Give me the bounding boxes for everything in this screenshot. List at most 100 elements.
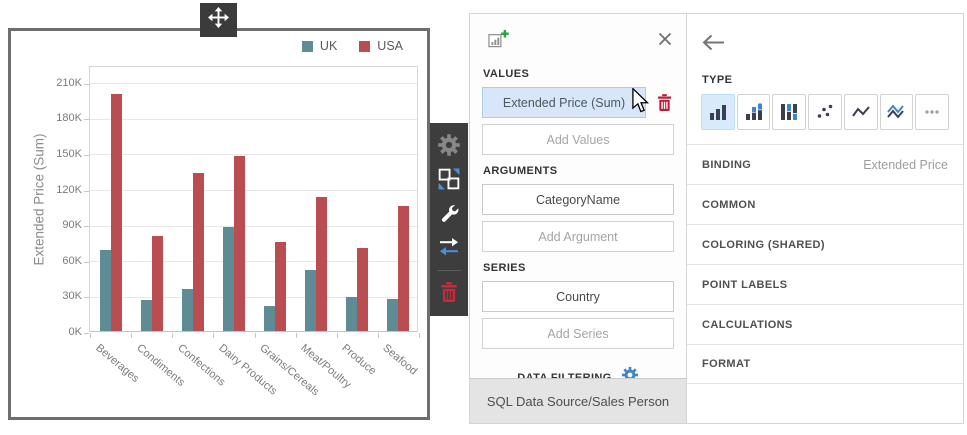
legend-swatch [301, 40, 313, 52]
delete-trash-icon[interactable] [434, 277, 464, 307]
options-pane: TYPE [686, 13, 964, 424]
remove-value-trash-icon[interactable] [654, 94, 674, 111]
option-row-binding[interactable]: BINDING Extended Price [687, 144, 963, 184]
values-section-label: VALUES [483, 68, 530, 80]
x-tick-mark [131, 333, 133, 338]
y-tick-150k: 150K [56, 147, 82, 160]
legend-swatch [359, 40, 371, 52]
y-tick-mark [84, 119, 89, 121]
y-tick-mark [84, 297, 89, 299]
option-row-calculations[interactable]: CALCULATIONS [687, 304, 963, 344]
bar-uk-dairy-products[interactable] [222, 226, 234, 331]
y-tick-90k: 90K [62, 219, 82, 232]
value-chip-extended-price[interactable]: Extended Price (Sum) [482, 87, 646, 118]
argument-chip-categoryname[interactable]: CategoryName [482, 184, 674, 215]
gridline-210k [90, 83, 417, 85]
option-rows: BINDING Extended Price COMMON COLORING (… [687, 144, 963, 384]
move-handle[interactable] [200, 3, 237, 37]
bar-uk-condiments[interactable] [140, 300, 152, 331]
bar-usa-seafood[interactable] [398, 206, 410, 331]
toolbar-divider [437, 270, 461, 271]
x-tick-mark [336, 333, 338, 338]
add-values-button[interactable]: Add Values [482, 124, 674, 155]
gridline-60k [90, 261, 417, 263]
y-tick-30k: 30K [62, 290, 82, 303]
bar-usa-meat-poultry[interactable] [316, 196, 328, 331]
y-tick-mark [84, 83, 89, 85]
option-row-coloring[interactable]: COLORING (SHARED) [687, 224, 963, 264]
x-label-seafood: Seafood [380, 342, 420, 378]
y-tick-mark [84, 154, 89, 156]
bar-usa-produce[interactable] [357, 247, 369, 331]
bar-uk-beverages[interactable] [99, 250, 111, 331]
y-tick-180k: 180K [56, 112, 82, 125]
bar-uk-confections[interactable] [181, 289, 193, 331]
chart-type-line[interactable] [843, 94, 878, 130]
option-row-format[interactable]: FORMAT [687, 344, 963, 384]
convert-item-icon[interactable] [434, 164, 464, 194]
bar-usa-condiments[interactable] [151, 236, 163, 331]
y-tick-mark [84, 333, 89, 334]
add-chart-item-icon[interactable] [488, 29, 509, 53]
y-tick-mark [84, 190, 89, 192]
swap-arrows-icon[interactable] [434, 232, 464, 262]
bar-uk-produce[interactable] [346, 296, 358, 331]
chart-type-stacked-line[interactable] [879, 94, 914, 130]
gridline-30k [90, 296, 417, 298]
chart-widget[interactable]: UK USA Extended Price (Sum) 0K 30K 60K 90K 1… [8, 28, 430, 420]
x-tick-mark [254, 333, 256, 338]
legend-item-uk: UK [301, 39, 338, 53]
bar-usa-beverages[interactable] [110, 93, 122, 331]
chart-type-full-stacked-bar[interactable] [772, 94, 807, 130]
chart-type-bar[interactable] [701, 94, 735, 130]
option-row-common[interactable]: COMMON [687, 184, 963, 224]
settings-gear-icon[interactable] [434, 130, 464, 160]
series-chip-country[interactable]: Country [482, 281, 674, 312]
item-toolbar [430, 123, 468, 316]
gridline-90k [90, 225, 417, 227]
wrench-icon[interactable] [434, 198, 464, 228]
move-icon [208, 7, 229, 33]
x-label-produce: Produce [339, 342, 379, 378]
x-label-beverages: Beverages [92, 342, 141, 385]
x-tick-mark [419, 333, 420, 338]
bar-usa-grains-cereals[interactable] [275, 241, 287, 331]
arguments-section-label: ARGUMENTS [483, 165, 558, 177]
chart-type-point[interactable] [808, 94, 842, 130]
type-section-label: TYPE [702, 74, 733, 86]
chart-type-selector [701, 94, 950, 130]
chart-legend: UK USA [301, 39, 403, 53]
chart-type-stacked-bar[interactable] [736, 94, 771, 130]
y-tick-210k: 210K [56, 76, 82, 89]
x-tick-mark [295, 333, 297, 338]
legend-label: UK [319, 39, 338, 53]
y-tick-mark [84, 261, 89, 263]
legend-item-usa: USA [359, 39, 403, 53]
y-tick-60k: 60K [62, 254, 82, 267]
gridline-120k [90, 190, 417, 191]
y-tick-120k: 120K [56, 183, 82, 196]
y-tick-0k: 0K [68, 326, 82, 338]
option-row-point-labels[interactable]: POINT LABELS [687, 264, 963, 304]
gridline-150k [90, 154, 417, 156]
back-arrow-icon[interactable] [701, 34, 726, 56]
gridline-180k [90, 118, 417, 120]
y-tick-mark [84, 226, 89, 228]
chart-type-more[interactable] [915, 94, 950, 130]
bar-uk-meat-poultry[interactable] [305, 270, 317, 331]
bar-uk-seafood[interactable] [387, 298, 399, 331]
data-items-pane: VALUES Extended Price (Sum) Add Values A… [469, 13, 687, 424]
bar-uk-grains-cereals[interactable] [264, 306, 276, 331]
bar-usa-dairy-products[interactable] [233, 156, 245, 331]
add-argument-button[interactable]: Add Argument [482, 221, 674, 252]
x-tick-mark [377, 333, 379, 338]
legend-label: USA [377, 39, 403, 53]
x-tick-mark [213, 333, 215, 338]
close-icon[interactable] [658, 32, 672, 51]
bar-usa-confections[interactable] [192, 173, 204, 331]
x-tick-mark [90, 333, 91, 338]
series-section-label: SERIES [483, 262, 526, 274]
add-series-button[interactable]: Add Series [482, 318, 674, 349]
data-source-breadcrumb[interactable]: SQL Data Source/Sales Person [470, 378, 686, 423]
